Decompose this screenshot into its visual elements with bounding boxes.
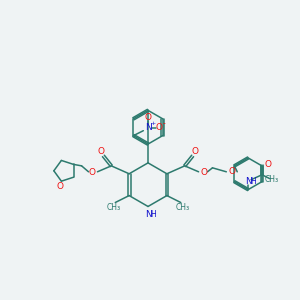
Text: CH₃: CH₃ xyxy=(106,203,120,212)
Text: CH₃: CH₃ xyxy=(265,175,279,184)
Text: CH₃: CH₃ xyxy=(176,203,190,212)
Text: O: O xyxy=(89,168,96,177)
Text: O: O xyxy=(265,160,272,169)
Text: O: O xyxy=(156,123,163,132)
Text: O: O xyxy=(200,168,207,177)
Text: N: N xyxy=(145,123,152,132)
Text: O: O xyxy=(145,113,152,122)
Text: -: - xyxy=(163,119,166,128)
Text: N: N xyxy=(145,210,152,219)
Text: +: + xyxy=(150,121,155,126)
Text: O: O xyxy=(191,148,198,157)
Text: O: O xyxy=(57,182,64,190)
Text: O: O xyxy=(229,167,236,176)
Text: H: H xyxy=(250,177,256,186)
Text: H: H xyxy=(150,210,156,219)
Text: N: N xyxy=(245,177,251,186)
Text: O: O xyxy=(98,148,105,157)
